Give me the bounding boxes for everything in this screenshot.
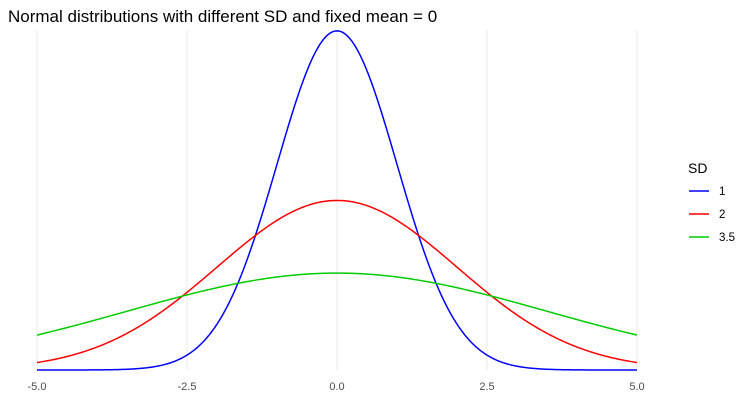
legend-label-2: 3.5 (719, 232, 735, 244)
legend-title: SD (688, 160, 707, 176)
x-axis-ticks: -5.0 -2.5 0.0 2.5 5.0 (28, 381, 645, 393)
series-line-sd-3.5 (36, 272, 638, 336)
x-tick-label-4: 5.0 (629, 381, 644, 393)
x-tick-label-0: -5.0 (28, 381, 47, 393)
legend: SD 1 2 3.5 (688, 160, 735, 244)
series-line-sd-2 (36, 199, 638, 364)
legend-label-0: 1 (719, 186, 725, 198)
x-tick-label-2: 0.0 (329, 381, 344, 393)
series-line-sd-1 (37, 30, 637, 371)
x-tick-label-1: -2.5 (178, 381, 197, 393)
legend-label-1: 2 (719, 209, 725, 221)
series-lines (36, 30, 638, 371)
chart-title: Normal distributions with different SD a… (8, 7, 437, 26)
x-tick-label-3: 2.5 (479, 381, 494, 393)
